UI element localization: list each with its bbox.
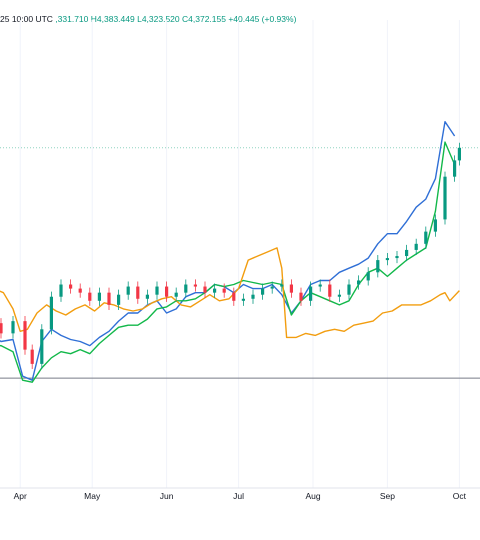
legend-timestamp: 25 10:00 UTC [0, 14, 53, 24]
x-tick-label-apr: Apr [14, 491, 27, 501]
candle-body-6 [30, 349, 34, 364]
candle-body-4 [11, 321, 15, 334]
x-tick-label-aug: Aug [305, 491, 320, 501]
candle-body-21 [174, 292, 178, 297]
legend-open: ,331.710 [55, 14, 89, 24]
candle-body-8 [49, 296, 53, 330]
candle-body-42 [376, 260, 380, 273]
legend-high: H4,383.449 [90, 14, 135, 24]
candle-body-20 [165, 286, 169, 297]
series-line-orange [0, 247, 460, 339]
candle-body-28 [241, 298, 245, 301]
candle-body-23 [193, 284, 197, 287]
legend-change: +40.445 (+0.93%) [228, 14, 297, 24]
legend-close: C4,372.155 [182, 14, 226, 24]
candle-body-46 [414, 243, 418, 250]
candle-body-35 [309, 286, 313, 301]
candle-body-49 [443, 176, 447, 220]
candle-body-3 [0, 323, 3, 334]
candle-body-48 [433, 219, 437, 232]
ohlc-legend: 25 10:00 UTC ,331.710 H4,383.449 L4,323.… [0, 14, 296, 24]
candle-body-33 [289, 284, 293, 293]
candle-body-30 [261, 288, 265, 295]
candle-body-12 [88, 292, 92, 301]
candle-body-50 [453, 160, 457, 177]
candle-body-39 [347, 284, 351, 295]
candle-body-37 [328, 284, 332, 297]
candle-body-51 [457, 147, 461, 161]
candle-body-34 [299, 292, 303, 301]
x-tick-label-sep: Sep [380, 491, 395, 501]
candle-body-36 [318, 284, 322, 287]
candle-body-24 [203, 286, 207, 293]
candle-body-43 [385, 258, 389, 261]
series-line-blue [0, 120, 456, 381]
x-tick-label-oct: Oct [453, 491, 467, 501]
candle-body-13 [97, 292, 101, 301]
legend-low: L4,323.520 [137, 14, 180, 24]
candle-body-26 [222, 288, 226, 293]
candle-body-10 [69, 284, 73, 289]
candle-body-25 [213, 288, 217, 293]
candle-body-17 [136, 286, 140, 299]
candle-body-15 [117, 294, 121, 305]
candle-body-44 [395, 256, 399, 259]
candle-body-45 [405, 249, 409, 257]
candle-body-14 [107, 292, 111, 305]
candle-body-31 [270, 286, 274, 289]
candle-body-40 [357, 280, 361, 285]
candle-body-7 [40, 329, 44, 364]
x-tick-label-may: May [84, 491, 101, 501]
series-line-green [0, 141, 456, 383]
candle-body-22 [184, 284, 188, 293]
candle-body-47 [424, 231, 428, 244]
candle-body-11 [78, 288, 82, 293]
candle-body-18 [145, 294, 149, 299]
candle-body-9 [59, 284, 63, 297]
candle-body-29 [251, 294, 255, 299]
x-tick-label-jun: Jun [160, 491, 174, 501]
candle-body-32 [280, 284, 284, 287]
candle-body-38 [337, 294, 341, 297]
x-tick-label-jul: Jul [233, 491, 244, 501]
candle-body-16 [126, 286, 130, 295]
candle-body-19 [155, 286, 159, 295]
candle-body-27 [232, 292, 236, 301]
candle-body-5 [23, 321, 27, 350]
candle-body-41 [366, 272, 370, 281]
